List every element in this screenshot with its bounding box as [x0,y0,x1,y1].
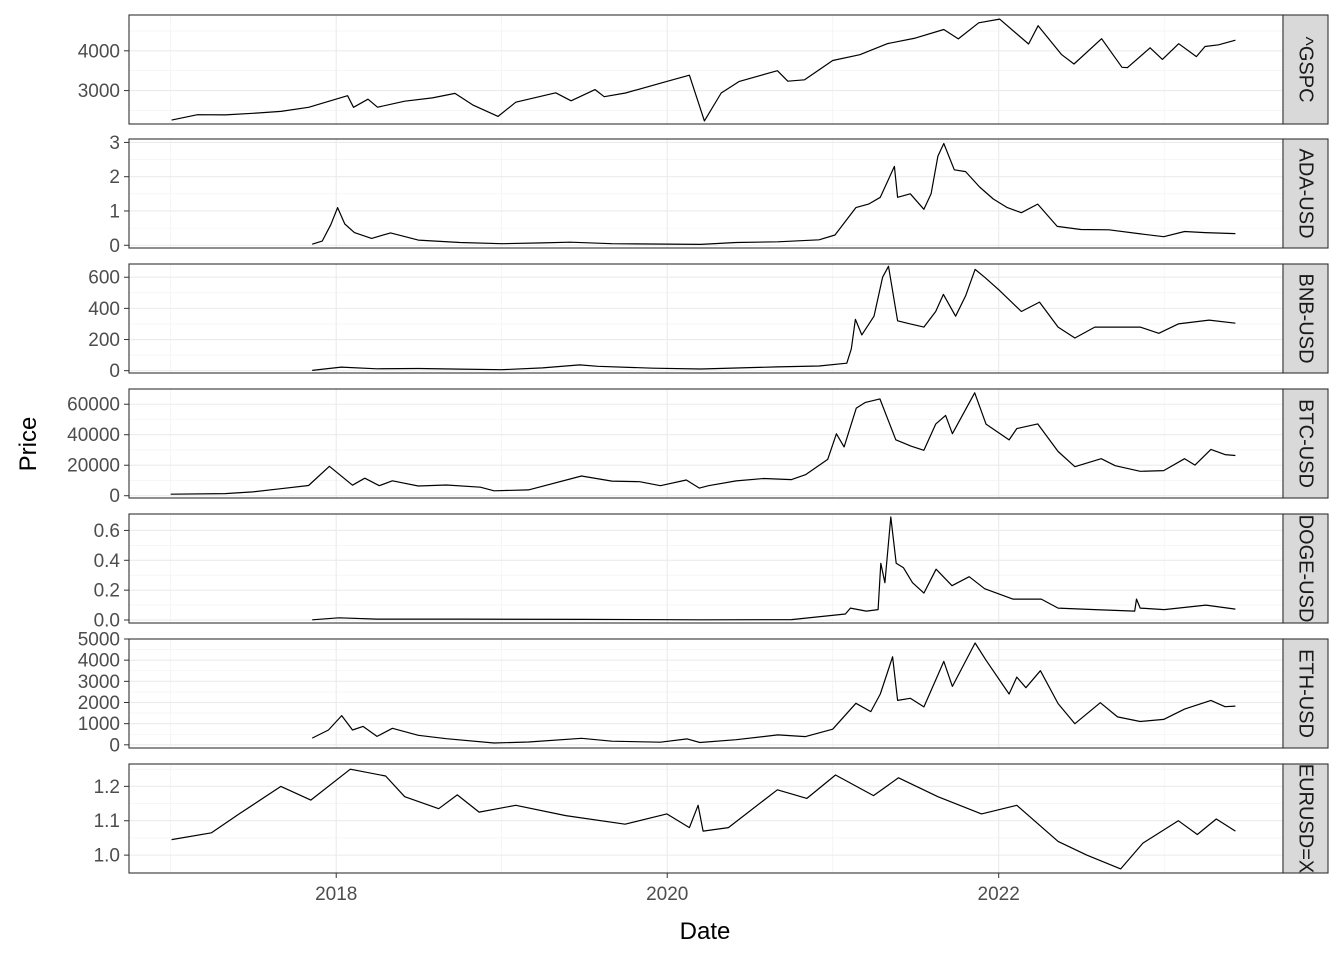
y-tick-label: 1000 [78,714,120,735]
facet-strip-label: ^GSPC [1295,36,1317,102]
facet-strip-label: BTC-USD [1295,399,1317,488]
facet-strip [1282,763,1329,874]
y-tick-label: 0 [109,361,120,382]
facet-strip [1282,263,1329,374]
y-tick-label: 60000 [67,395,120,416]
y-tick-label: 1.1 [94,811,120,832]
y-tick-label: 0 [109,236,120,257]
facet-strip [1282,638,1329,749]
facet-strip-label: ADA-USD [1295,148,1317,238]
price-line [312,142,1236,245]
panel-background [129,264,1283,373]
y-tick-label: 1 [109,201,120,222]
facet-panel: 0 200 400 600 BNB-USD [88,263,1329,382]
y-tick-label: 400 [88,299,120,320]
y-tick-label: 1.0 [94,846,120,867]
y-axis-title: Price [15,417,42,472]
facet-panel: 3000 4000 ^GSPC [78,14,1329,125]
facet-strip [1282,513,1329,624]
price-line [171,18,1236,122]
price-line [171,768,1236,870]
facet-strip [1282,388,1329,499]
y-tick-label: 0.0 [94,611,120,632]
y-tick-label: 0.6 [94,521,120,542]
y-tick-label: 4000 [78,41,120,62]
y-tick-label: 3000 [78,672,120,693]
facet-panel: 1.0 1.1 1.2 EURUSD=X [94,763,1329,874]
y-tick-label: 2 [109,167,120,188]
y-tick-label: 20000 [67,456,120,477]
facet-panel: 0.0 0.2 0.4 0.6 DOGE-USD [94,513,1329,632]
x-axis: 2018 2020 2022 [315,873,1020,905]
panel-background [129,764,1283,873]
y-tick-label: 4000 [78,651,120,672]
price-line [311,642,1236,744]
y-tick-label: 200 [88,330,120,351]
y-tick-label: 600 [88,268,120,289]
facet-strip [1282,14,1329,125]
y-tick-label: 0 [109,486,120,507]
panel-background [129,15,1283,124]
panel-background [129,389,1283,498]
price-line [312,265,1236,371]
facet-strip-label: BNB-USD [1295,273,1317,363]
x-tick-label: 2018 [315,884,357,905]
x-axis-title: Date [680,918,731,945]
y-tick-label: 1.2 [94,777,120,798]
facet-strip-label: ETH-USD [1295,649,1317,738]
facet-panel: 0 1 2 3 ADA-USD [109,133,1329,257]
x-tick-label: 2022 [978,884,1020,905]
panel-background [129,139,1283,248]
price-line [170,392,1236,495]
x-tick-label: 2020 [646,884,688,905]
y-tick-label: 0 [109,735,120,756]
facet-strip-label: DOGE-USD [1295,515,1317,623]
y-tick-label: 40000 [67,425,120,446]
y-tick-label: 0.2 [94,581,120,602]
panel-background [129,639,1283,748]
y-tick-label: 3 [109,133,120,154]
facet-panel: 0 20000 40000 60000 BTC-USD [67,388,1329,507]
y-tick-label: 5000 [78,630,120,651]
y-tick-label: 2000 [78,693,120,714]
price-line [312,516,1236,621]
y-tick-label: 0.4 [94,551,121,572]
facet-strip-label: EURUSD=X [1295,764,1317,873]
facet-strip [1282,138,1329,249]
y-tick-label: 3000 [78,81,120,102]
